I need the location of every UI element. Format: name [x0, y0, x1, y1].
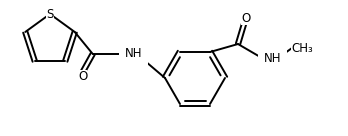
Text: O: O: [78, 70, 87, 84]
Text: O: O: [242, 12, 251, 24]
Text: N: N: [121, 47, 130, 61]
Text: NH: NH: [264, 52, 282, 64]
Text: H: H: [127, 49, 135, 59]
Text: NH: NH: [125, 47, 142, 61]
Text: S: S: [46, 7, 54, 21]
Text: CH₃: CH₃: [291, 41, 313, 55]
